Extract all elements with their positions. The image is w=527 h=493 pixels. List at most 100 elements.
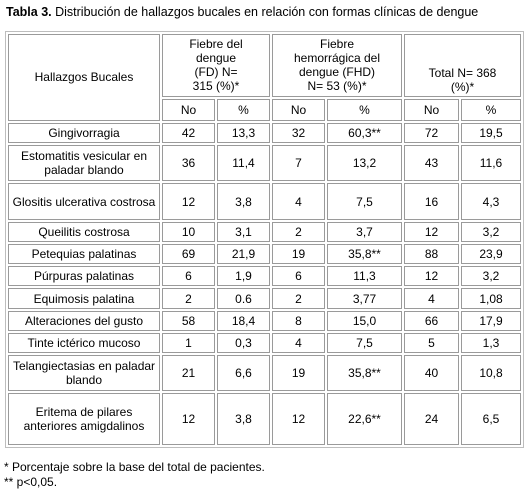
table-cell: 13,3 [217,122,270,144]
table-cell: 19 [272,244,325,265]
table-cell: 12 [404,266,459,287]
footnote-2: ** p<0,05. [4,475,58,489]
table-cell: 15,0 [327,310,402,331]
table-cell: 1 [162,332,215,354]
table-cell: 12 [404,221,459,242]
row-label: Estomatitis vesicular en paladar blando [8,145,160,182]
row-label: Alteraciones del gusto [8,310,160,331]
table-cell: 12 [162,393,215,445]
table-cell: 32 [272,122,325,144]
footnotes: * Porcentaje sobre la base del total de … [4,460,265,490]
subheader-cell: % [327,98,402,121]
table-cell: 2 [272,288,325,309]
row-label: Telangiectasias en paladar blando [8,355,160,392]
table-row: Petequias palatinas 69 21,9 19 35,8** 88 23,9 [8,244,522,265]
table-body: Gingivorragia 42 13,3 32 60,3** 72 19,5 Estomat… [8,122,522,445]
table-cell: 18,4 [217,310,270,331]
table-cell: 7,5 [327,332,402,354]
table-row: Telangiectasias en paladar blando 21 6,6 19… [8,355,522,392]
group-header-fd: Fiebre del dengue (FD) N= 315 (%)* [162,34,270,97]
table-cell: 1,08 [461,288,522,309]
table-cell: 6 [272,266,325,287]
table-cell: 11,3 [327,266,402,287]
row-label: Púrpuras palatinas [8,266,160,287]
table-row: Eritema de pilares anteriores amigdalino… [8,393,522,445]
table-cell: 4 [272,332,325,354]
subheader-cell: % [461,98,522,121]
table-cell: 10 [162,221,215,242]
findings-table: Hallazgos Bucales Fiebre del dengue (FD)… [5,31,525,448]
table-cell: 6,6 [217,355,270,392]
table-cell: 35,8** [327,355,402,392]
table-cell: 7 [272,145,325,182]
subheader-cell: % [217,98,270,121]
table-cell: 36 [162,145,215,182]
row-label: Glositis ulcerativa costrosa [8,183,160,220]
table-cell: 8 [272,310,325,331]
table-cell: 3,2 [461,266,522,287]
group-header-fhd: Fiebre hemorrágica del dengue (FHD) N= 5… [272,34,402,97]
table-cell: 11,6 [461,145,522,182]
table-cell: 60,3** [327,122,402,144]
table-cell: 2 [272,221,325,242]
table-cell: 69 [162,244,215,265]
table-caption: Tabla 3. Distribución de hallazgos bucal… [6,5,478,19]
table-cell: 42 [162,122,215,144]
table-cell: 21 [162,355,215,392]
table-cell: 11,4 [217,145,270,182]
table-cell: 5 [404,332,459,354]
row-label: Equimosis palatina [8,288,160,309]
table-cell: 3,8 [217,183,270,220]
table-cell: 3,8 [217,393,270,445]
table-cell: 24 [404,393,459,445]
table-cell: 43 [404,145,459,182]
table-cell: 1,9 [217,266,270,287]
table-cell: 13,2 [327,145,402,182]
table-cell: 22,6** [327,393,402,445]
table-cell: 3,77 [327,288,402,309]
table-cell: 1,3 [461,332,522,354]
table-cell: 3,2 [461,221,522,242]
table-cell: 3,7 [327,221,402,242]
row-label: Petequias palatinas [8,244,160,265]
row-label: Gingivorragia [8,122,160,144]
table-cell: 4 [404,288,459,309]
table-cell: 7,5 [327,183,402,220]
caption-text: Distribución de hallazgos bucales en rel… [51,5,479,19]
table-row: Tinte ictérico mucoso 1 0,3 4 7,5 5 1,3 [8,332,522,354]
table-cell: 0,3 [217,332,270,354]
table-cell: 10,8 [461,355,522,392]
table-cell: 19,5 [461,122,522,144]
table-row: Alteraciones del gusto 58 18,4 8 15,0 66 17,9 [8,310,522,331]
subheader-cell: No [404,98,459,121]
subheader-cell: No [162,98,215,121]
table-row: Glositis ulcerativa costrosa 12 3,8 4 7,5 16 4… [8,183,522,220]
table-cell: 16 [404,183,459,220]
subheader-cell: No [272,98,325,121]
table-cell: 4 [272,183,325,220]
table-cell: 21,9 [217,244,270,265]
table-cell: 66 [404,310,459,331]
row-label: Eritema de pilares anteriores amigdalino… [8,393,160,445]
table-cell: 12 [162,183,215,220]
table-cell: 72 [404,122,459,144]
table-row: Estomatitis vesicular en paladar blando 3… [8,145,522,182]
table-cell: 19 [272,355,325,392]
corner-header: Hallazgos Bucales [8,34,160,121]
table-row: Queilitis costrosa 10 3,1 2 3,7 12 3,2 [8,221,522,242]
table-cell: 4,3 [461,183,522,220]
table-cell: 0.6 [217,288,270,309]
table-row: Equimosis palatina 2 0.6 2 3,77 4 1,08 [8,288,522,309]
table-row: Púrpuras palatinas 6 1,9 6 11,3 12 3,2 [8,266,522,287]
table-cell: 12 [272,393,325,445]
table-cell: 3,1 [217,221,270,242]
table-cell: 58 [162,310,215,331]
row-label: Tinte ictérico mucoso [8,332,160,354]
caption-label: Tabla 3. [6,5,52,19]
group-header-total: Total N= 368 (%)* [404,34,522,97]
footnote-1: * Porcentaje sobre la base del total de … [4,460,265,474]
table-cell: 40 [404,355,459,392]
subheader-row: No % No % No % [8,98,522,121]
table-cell: 88 [404,244,459,265]
table-cell: 35,8** [327,244,402,265]
